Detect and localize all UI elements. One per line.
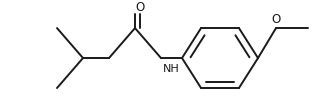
Text: O: O	[271, 13, 281, 26]
Text: NH: NH	[163, 64, 180, 74]
Text: O: O	[135, 1, 144, 14]
